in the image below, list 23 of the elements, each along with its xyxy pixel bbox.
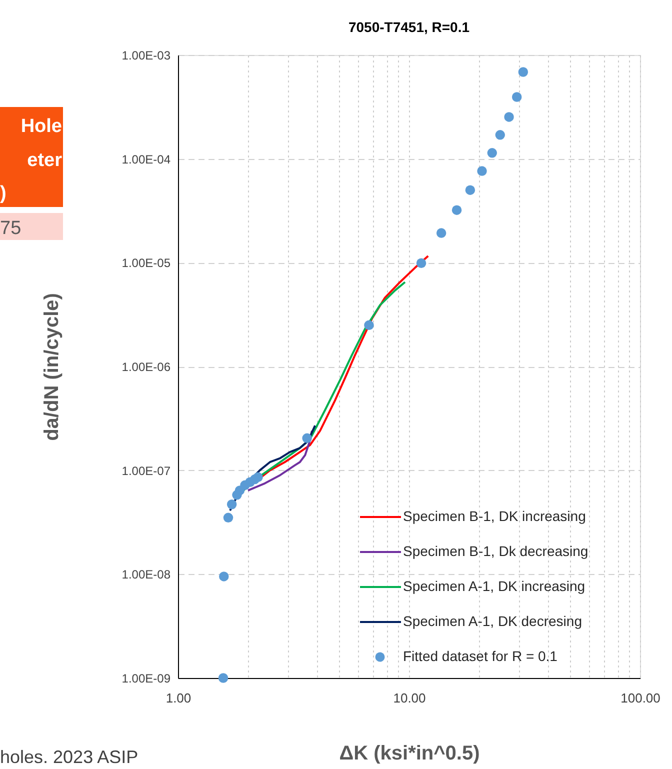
x-axis-title: ΔK (ksi*in^0.5) — [339, 742, 480, 764]
y-tick-label: 1.00E-05 — [122, 256, 171, 270]
legend-label: Specimen B-1, DK increasing — [403, 508, 586, 524]
y-tick-label: 1.00E-03 — [122, 48, 171, 62]
x-tick-label: 100.00 — [620, 690, 660, 706]
y-axis-title: da/dN (in/cycle) — [40, 293, 63, 441]
legend-label: Fitted dataset for R = 0.1 — [403, 648, 558, 664]
text: holes. 2023 ASIP — [0, 747, 138, 767]
y-tick-label: 1.00E-06 — [122, 360, 171, 374]
y-tick-label: 1.00E-09 — [122, 672, 171, 686]
x-tick-label: 1.00 — [166, 690, 192, 706]
y-tick-label: 1.00E-04 — [122, 152, 171, 166]
legend-label: Specimen A-1, DK decresing — [403, 613, 582, 629]
text: eter — [27, 150, 63, 171]
y-tick-label: 1.00E-07 — [122, 464, 171, 478]
y-tick-label: 1.00E-08 — [122, 568, 171, 582]
text: 75 — [0, 218, 22, 239]
legend-label: Specimen A-1, DK increasing — [403, 578, 586, 594]
chart-title: 7050-T7451, R=0.1 — [348, 19, 470, 35]
text: ) — [0, 183, 6, 204]
text: Hole — [20, 116, 62, 137]
legend-label: Specimen B-1, Dk decreasing — [403, 543, 588, 559]
x-tick-label: 10.00 — [393, 690, 426, 706]
